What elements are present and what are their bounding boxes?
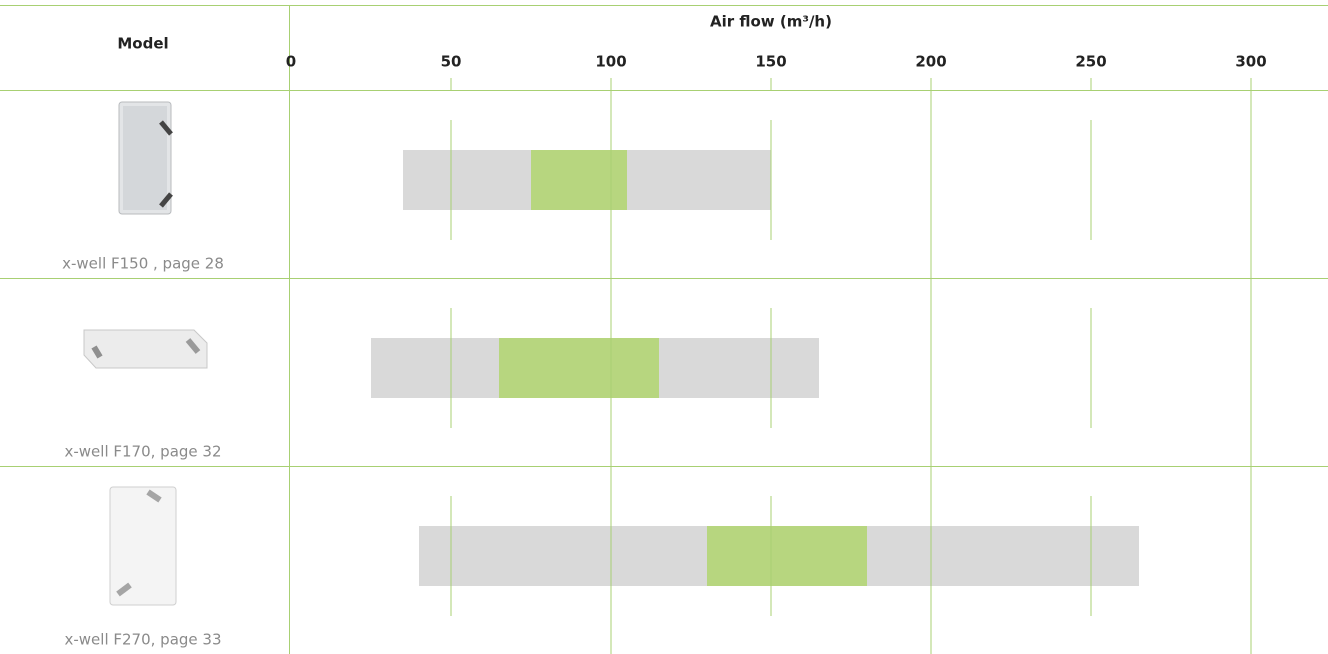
model-label: x-well F150 , page 28 [62, 255, 224, 273]
optimal-range-bar [707, 526, 867, 586]
x-tick-label: 50 [441, 53, 462, 71]
x-tick-label: 0 [286, 53, 296, 71]
x-tick-label: 150 [755, 53, 786, 71]
product-image [83, 329, 208, 369]
model-label: x-well F270, page 33 [64, 631, 221, 649]
x-tick-label: 200 [915, 53, 946, 71]
x-tick-label: 300 [1235, 53, 1266, 71]
axis-title: Air flow (m³/h) [710, 13, 832, 31]
model-label: x-well F170, page 32 [64, 443, 221, 461]
x-tick-label: 250 [1075, 53, 1106, 71]
optimal-range-bar [531, 150, 627, 210]
product-image [118, 101, 173, 215]
optimal-range-bar [499, 338, 659, 398]
column-header: Model [117, 35, 168, 53]
product-image [109, 486, 177, 606]
x-tick-label: 100 [595, 53, 626, 71]
